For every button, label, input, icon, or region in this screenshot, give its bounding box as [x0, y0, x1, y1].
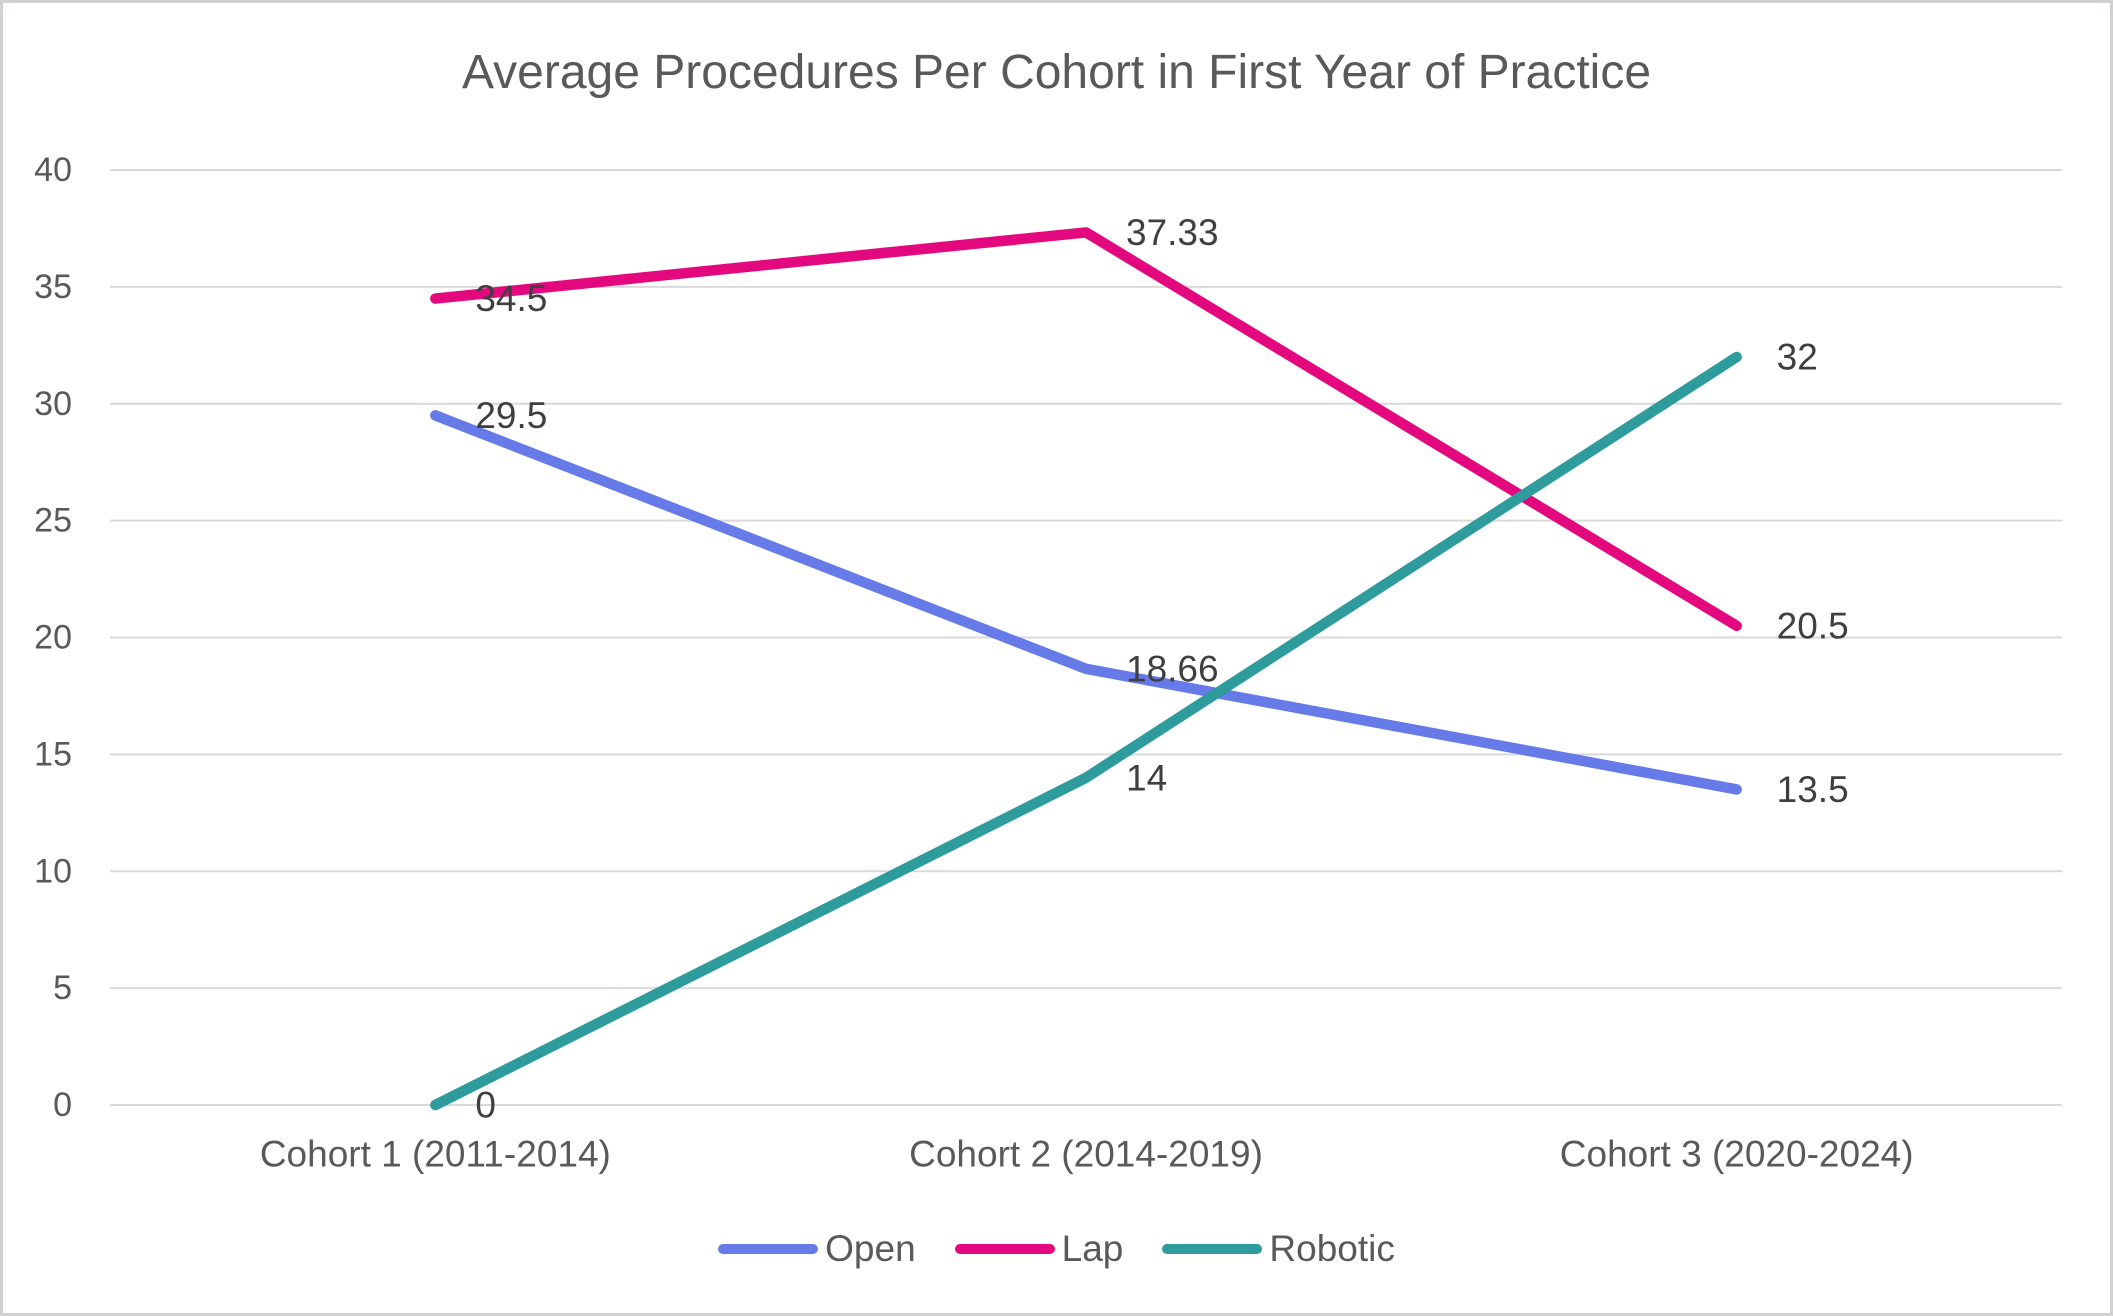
y-axis-tick-label: 10 [34, 852, 72, 890]
data-label-open: 29.5 [475, 395, 547, 436]
legend-label-lap: Lap [1061, 1228, 1124, 1269]
data-label-lap: 34.5 [475, 278, 547, 319]
line-chart-plot-area: 0 5 10 15 20 25 30 35 40 Cohort 1 (2011-2014) Coho… [34, 151, 2062, 1175]
y-axis-tick-label: 35 [34, 268, 72, 306]
data-label-open: 13.5 [1777, 769, 1849, 810]
series-line-open [430, 410, 1742, 795]
data-label-lap: 37.33 [1126, 212, 1219, 253]
x-axis-category-label: Cohort 3 (2020-2024) [1560, 1134, 1914, 1175]
legend-line-swatch-open [718, 1244, 819, 1254]
chart-title: Average Procedures Per Cohort in First Y… [461, 46, 1652, 99]
chart-legend: Open Lap Robotic [3, 1228, 2110, 1270]
x-axis-category-label: Cohort 2 (2014-2019) [909, 1134, 1263, 1175]
y-axis-tick-label: 30 [34, 385, 72, 423]
y-axis-tick-label: 0 [53, 1086, 72, 1124]
legend-label-robotic: Robotic [1269, 1228, 1395, 1269]
legend-item-robotic: Robotic [1162, 1228, 1395, 1270]
legend-item-open: Open [718, 1228, 916, 1270]
data-label-lap: 20.5 [1777, 605, 1849, 646]
data-label-robotic: 14 [1126, 757, 1167, 798]
series-line-lap [430, 227, 1742, 632]
data-label-open: 18.66 [1126, 648, 1219, 689]
y-axis-tick-label: 15 [34, 735, 72, 773]
y-axis-tick-label: 5 [53, 969, 72, 1007]
x-axis-category-label: Cohort 1 (2011-2014) [260, 1134, 611, 1175]
series-line-robotic [430, 351, 1742, 1111]
data-label-robotic: 32 [1777, 337, 1818, 378]
y-axis-tick-label: 25 [34, 502, 72, 540]
y-axis-tick-label: 20 [34, 619, 72, 657]
data-label-robotic: 0 [475, 1085, 496, 1126]
y-axis-tick-label: 40 [34, 151, 72, 189]
legend-line-swatch-robotic [1162, 1244, 1263, 1254]
legend-line-swatch-lap [954, 1244, 1055, 1254]
legend-label-open: Open [825, 1228, 916, 1269]
legend-item-lap: Lap [954, 1228, 1124, 1270]
